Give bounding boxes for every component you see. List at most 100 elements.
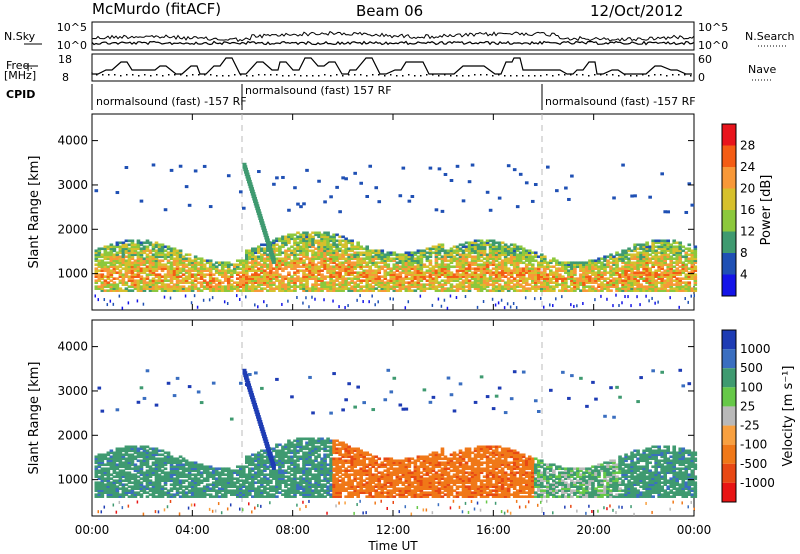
scatter-cell — [564, 279, 568, 282]
scatter-cell — [374, 255, 379, 259]
scatter-cell — [425, 275, 430, 279]
scatter-cell — [338, 235, 342, 239]
scatter-cell — [97, 287, 102, 290]
scatter-cell — [356, 243, 360, 247]
scatter-cell — [187, 277, 192, 281]
scatter-cell — [229, 285, 234, 288]
nave-point — [564, 74, 566, 76]
scatter-cell — [546, 287, 550, 290]
scatter-cell — [314, 267, 318, 271]
scatter-cell — [377, 283, 382, 286]
scatter-cell — [103, 263, 108, 267]
scatter-cell — [172, 465, 177, 469]
scatter-cell — [497, 245, 502, 249]
scatter-cell — [407, 265, 412, 269]
scatter-cell — [407, 259, 412, 263]
scatter-cell — [320, 249, 324, 253]
scatter-cell — [260, 493, 264, 496]
scatter-cell — [100, 469, 105, 473]
scatter-cell — [248, 251, 252, 255]
scatter-cell — [356, 279, 360, 282]
scatter-cell — [257, 267, 261, 271]
scatter-cell — [527, 283, 532, 286]
scatter-cell — [187, 259, 192, 263]
scatter-cell — [500, 263, 505, 267]
scatter-cell — [642, 257, 646, 261]
scatter-cell — [494, 265, 499, 269]
scatter-cell — [621, 287, 625, 290]
scatter-cell — [621, 249, 625, 253]
scatter-cell — [214, 493, 219, 496]
scatter-cell — [320, 239, 324, 243]
scatter-cell — [112, 463, 117, 467]
scatter-cell — [196, 491, 201, 494]
scatter-cell — [497, 277, 502, 281]
scatter-cell — [326, 287, 330, 290]
scatter-cell — [482, 241, 487, 245]
scatter-cell — [109, 243, 114, 247]
scatter-cell — [103, 265, 108, 269]
scatter-cell — [299, 241, 303, 245]
scatter-cell — [287, 271, 291, 275]
scatter-cell — [443, 253, 448, 257]
scatter-cell — [217, 263, 222, 267]
scatter-cell — [311, 273, 315, 277]
scatter-cell — [491, 249, 496, 253]
scatter-cell — [449, 265, 454, 269]
scatter-cell — [299, 245, 303, 249]
scatter-cell — [214, 483, 219, 487]
scatter-cell — [461, 245, 466, 249]
scatter-cell — [245, 257, 249, 261]
scatter-cell — [446, 279, 451, 282]
scatter-cell — [278, 257, 282, 261]
scatter-cell — [332, 241, 336, 245]
scatter-cell — [106, 275, 111, 279]
scatter-cell — [106, 285, 111, 288]
scatter-cell — [181, 491, 186, 494]
scatter-cell — [136, 265, 141, 269]
scatter-cell — [181, 465, 186, 469]
scatter-cell — [260, 483, 264, 487]
scatter-cell — [392, 265, 397, 269]
scatter-cell — [299, 251, 303, 255]
scatter-cell — [172, 285, 177, 288]
scatter-cell — [615, 269, 619, 273]
colorbar-tick-label: 12 — [740, 225, 755, 239]
scatter-cell — [675, 261, 680, 265]
scatter-cell — [97, 269, 102, 273]
scatter-cell — [100, 409, 105, 413]
scatter-cell — [94, 189, 99, 193]
scatter-cell — [338, 249, 342, 253]
scatter-cell — [485, 239, 490, 243]
scatter-cell — [299, 239, 303, 243]
scatter-cell — [127, 257, 132, 261]
scatter-cell — [485, 255, 490, 259]
scatter-cell — [181, 475, 186, 479]
scatter-cell — [142, 512, 145, 516]
scatter-cell — [314, 231, 318, 235]
scatter-cell — [500, 247, 505, 251]
scatter-cell — [160, 493, 165, 496]
scatter-cell — [320, 259, 324, 263]
scatter-cell — [687, 182, 692, 186]
scatter-cell — [434, 289, 439, 292]
scatter-cell — [654, 275, 658, 279]
scatter-cell — [627, 257, 631, 261]
scatter-cell — [485, 243, 490, 247]
scatter-cell — [639, 261, 643, 265]
scatter-cell — [555, 277, 559, 281]
scatter-cell — [527, 277, 532, 281]
scatter-cell — [533, 251, 538, 255]
scatter-cell — [278, 279, 282, 282]
scatter-cell — [181, 479, 186, 483]
scatter-cell — [398, 265, 403, 269]
scatter-cell — [199, 481, 204, 485]
scatter-cell — [675, 267, 680, 271]
scatter-cell — [278, 239, 282, 243]
scatter-cell — [94, 285, 99, 288]
scatter-cell — [94, 263, 99, 267]
scatter-cell — [546, 281, 550, 284]
scatter-cell — [235, 259, 240, 263]
scatter-cell — [148, 479, 153, 483]
scatter-cell — [293, 253, 297, 257]
